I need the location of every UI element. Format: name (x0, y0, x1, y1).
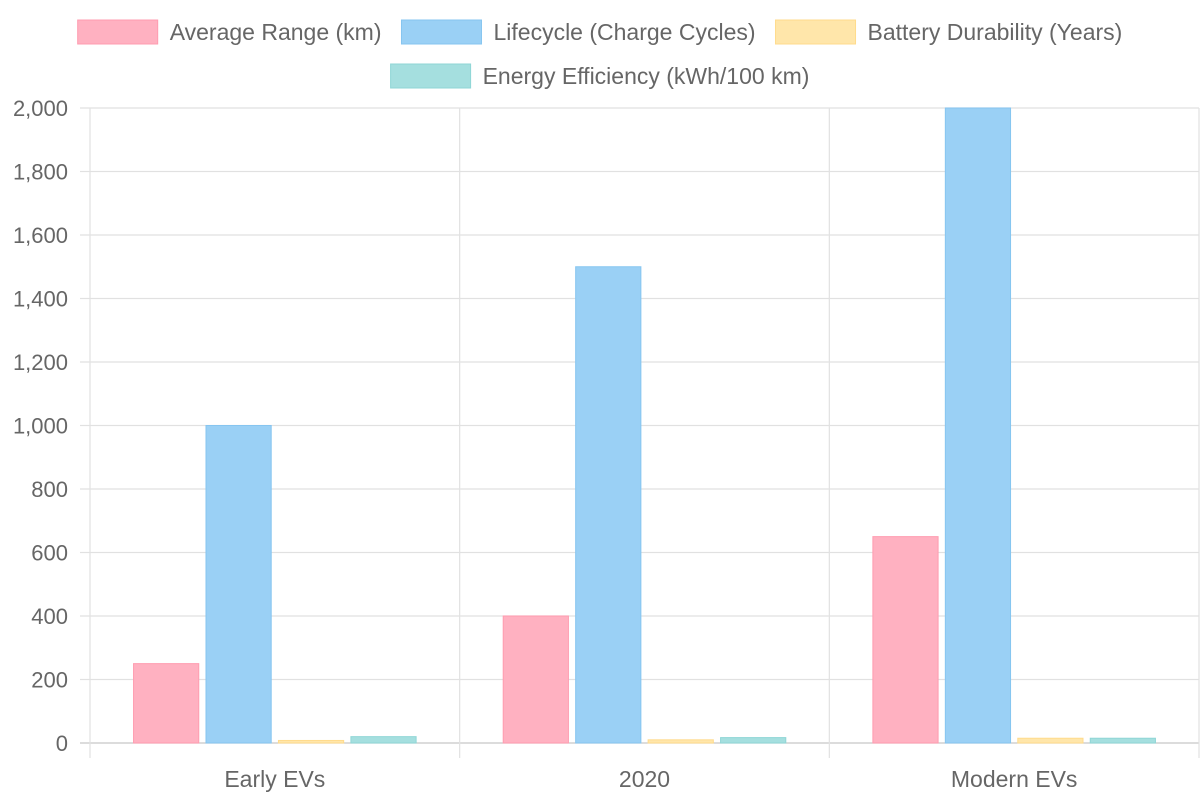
bar-4-1[interactable] (350, 736, 417, 744)
legend-swatch[interactable] (390, 63, 472, 89)
axes: 0 200 400 600 800 1,000 1,200 1,400 1,600 1,800 2,… (13, 96, 1078, 792)
legend: Average Range (km) Lifecycle (Charge Cycl… (77, 19, 1123, 89)
bar-4-3[interactable] (1089, 737, 1156, 744)
legend-swatch[interactable] (400, 19, 482, 45)
legend-label[interactable]: Energy Efficiency (kWh/100 km) (483, 63, 810, 89)
bar-3-2[interactable] (647, 739, 714, 744)
y-tick-label: 0 (56, 731, 68, 756)
bar-1-2[interactable] (502, 615, 569, 744)
legend-label[interactable]: Battery Durability (Years) (868, 19, 1123, 45)
y-tick-label: 1,400 (13, 287, 68, 312)
y-tick-label: 1,200 (13, 350, 68, 375)
bars (133, 107, 1156, 744)
x-tick-label: Early EVs (224, 766, 325, 792)
legend-swatch[interactable] (77, 19, 159, 45)
y-tick-label: 600 (31, 541, 68, 566)
x-tick-label: Modern EVs (951, 766, 1078, 792)
y-tick-label: 400 (31, 604, 68, 629)
legend-swatch[interactable] (775, 19, 857, 45)
bar-3-1[interactable] (277, 739, 345, 744)
y-tick-label: 200 (31, 668, 68, 693)
bar-4-2[interactable] (720, 737, 787, 744)
bar-2-1[interactable] (205, 425, 272, 744)
bar-2-2[interactable] (575, 266, 642, 744)
y-tick-label: 1,000 (13, 414, 68, 439)
y-tick-label: 1,600 (13, 223, 68, 248)
y-tick-label: 2,000 (13, 96, 68, 121)
y-tick-label: 800 (31, 477, 68, 502)
y-tick-label: 1,800 (13, 160, 68, 185)
bar-2-3[interactable] (944, 107, 1012, 744)
legend-label[interactable]: Average Range (km) (170, 19, 382, 45)
bar-1-3[interactable] (872, 536, 939, 744)
x-tick-label: 2020 (619, 766, 670, 792)
legend-label[interactable]: Lifecycle (Charge Cycles) (493, 19, 755, 45)
bar-3-3[interactable] (1017, 737, 1084, 744)
bar-1-1[interactable] (133, 663, 200, 744)
